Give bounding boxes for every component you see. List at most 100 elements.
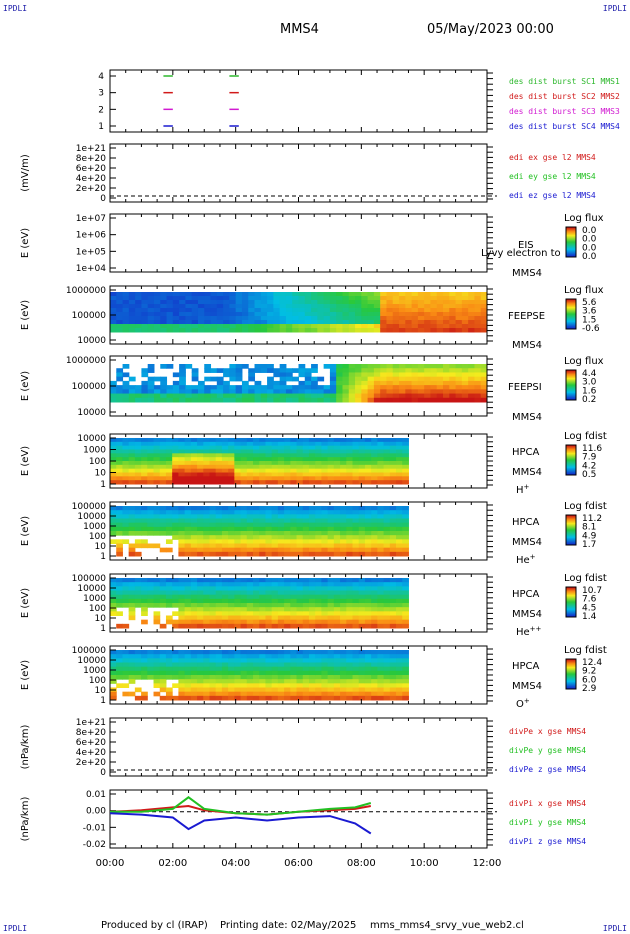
spectrogram-cell xyxy=(215,623,223,629)
spectrogram-cell xyxy=(209,518,217,524)
spectrogram-cell xyxy=(203,539,210,544)
spectrogram-cell xyxy=(179,376,186,382)
spectrogram-cell xyxy=(122,449,130,454)
spectrogram-cell xyxy=(285,312,293,317)
colorbar-band xyxy=(566,685,576,687)
spectrogram-cell xyxy=(296,623,304,629)
spectrogram-cell xyxy=(443,376,450,382)
spectrogram-cell xyxy=(122,304,130,309)
spectrogram-cell xyxy=(253,480,260,485)
spectrogram-cell xyxy=(364,531,372,536)
spectrogram-cell xyxy=(153,397,161,403)
spectrogram-cell xyxy=(190,590,198,596)
spectrogram-cell xyxy=(342,397,350,403)
spectrogram-cell xyxy=(116,675,123,680)
spectrogram-cell xyxy=(383,687,391,693)
spectrogram-cell xyxy=(358,623,366,629)
spectrogram-cell xyxy=(333,675,341,680)
colorbar-band xyxy=(566,373,576,375)
spectrogram-cell xyxy=(386,328,394,333)
spectrogram-cell xyxy=(254,324,262,329)
spectrogram-cell xyxy=(392,372,400,378)
spectrogram-cell xyxy=(371,683,378,688)
spectrogram-cell xyxy=(424,304,431,309)
spectrogram-cell xyxy=(246,480,254,485)
spectrogram-cell xyxy=(377,619,385,625)
spectrogram-cell xyxy=(298,372,306,378)
spectrogram-cell xyxy=(159,654,167,659)
spectrogram-cell xyxy=(346,683,353,688)
spectrogram-cell xyxy=(267,324,274,329)
spectrogram-cell xyxy=(308,679,316,684)
spectrogram-cell xyxy=(235,376,243,382)
spectrogram-cell xyxy=(296,453,304,458)
spectrogram-cell xyxy=(116,453,123,458)
spectrogram-cell xyxy=(333,449,341,454)
spectrogram-cell xyxy=(147,385,155,390)
spectrogram-cell xyxy=(240,449,248,454)
spectrogram-cell xyxy=(399,300,406,305)
spectrogram-cell xyxy=(190,582,198,587)
spectrogram-cell xyxy=(179,320,186,325)
spectrogram-cell xyxy=(209,687,217,693)
spectrogram-cell xyxy=(361,368,369,373)
colorbar-band xyxy=(566,299,576,301)
colorbar xyxy=(566,299,576,330)
spectrogram-hpca xyxy=(110,506,409,557)
spectrogram-cell xyxy=(248,368,256,373)
spectrogram-cell xyxy=(417,316,425,321)
spectrogram-cell xyxy=(246,468,254,473)
y-tick-label: 2e+20 xyxy=(76,758,107,768)
spectrogram-cell xyxy=(383,506,391,511)
spectrogram-cell xyxy=(377,472,385,477)
spectrogram-cell xyxy=(392,328,400,333)
colorbar-band xyxy=(566,323,576,325)
spectrogram-cell xyxy=(396,619,403,625)
spectrogram-cell xyxy=(480,320,488,325)
spectrogram-cell xyxy=(302,539,310,544)
colorbar-tick-label: 11.6 xyxy=(582,444,602,454)
spectrogram-cell xyxy=(253,468,260,473)
spectrogram-cell xyxy=(110,514,117,519)
spectrogram-cell xyxy=(141,666,148,672)
spectrogram-cell xyxy=(221,679,229,684)
spectrogram-cell xyxy=(135,308,142,313)
spectrogram-cell xyxy=(411,372,419,378)
spectrogram-cell xyxy=(321,535,329,540)
spectrogram-cell xyxy=(228,510,235,515)
colorbar-band xyxy=(566,313,576,315)
spectrogram-cell xyxy=(271,445,279,450)
spectrogram-cell xyxy=(160,304,168,309)
spectrogram-cell xyxy=(271,683,279,688)
spectrogram-cell xyxy=(229,296,237,301)
spectrogram-cell xyxy=(248,308,256,313)
spectrogram-cell xyxy=(277,598,285,604)
spectrogram-cell xyxy=(203,578,210,583)
spectrogram-cell xyxy=(402,480,409,485)
spectrogram-cell xyxy=(315,675,322,680)
spectrogram-cell xyxy=(323,316,331,321)
spectrogram-cell xyxy=(221,518,229,524)
spectrogram-cell xyxy=(377,650,385,655)
spectrogram-cell xyxy=(234,449,242,454)
spectrogram-cell xyxy=(116,510,123,515)
spectrogram-cell xyxy=(296,650,304,655)
spectrogram-cell xyxy=(371,441,378,447)
spectrogram-cell xyxy=(411,385,419,390)
colorbar-band xyxy=(566,392,576,394)
spectrogram-cell xyxy=(172,582,179,587)
spectrogram-cell xyxy=(399,296,406,301)
spectrogram-cell xyxy=(358,543,366,549)
spectrogram-cell xyxy=(172,296,180,301)
spectrogram-cell xyxy=(229,300,237,305)
colorbar-tick-label: 3.0 xyxy=(582,378,597,388)
spectrogram-cell xyxy=(246,695,254,701)
spectrogram-cell xyxy=(246,476,254,481)
spectrogram-cell xyxy=(424,308,431,313)
colorbar xyxy=(566,515,576,546)
legend-entry: divPe y gse MMS4 xyxy=(509,746,586,755)
spectrogram-cell xyxy=(172,535,179,540)
y-axis-label: (mV/m) xyxy=(20,154,31,192)
spectrogram-cell xyxy=(396,603,403,608)
spectrogram-cell xyxy=(342,316,350,321)
